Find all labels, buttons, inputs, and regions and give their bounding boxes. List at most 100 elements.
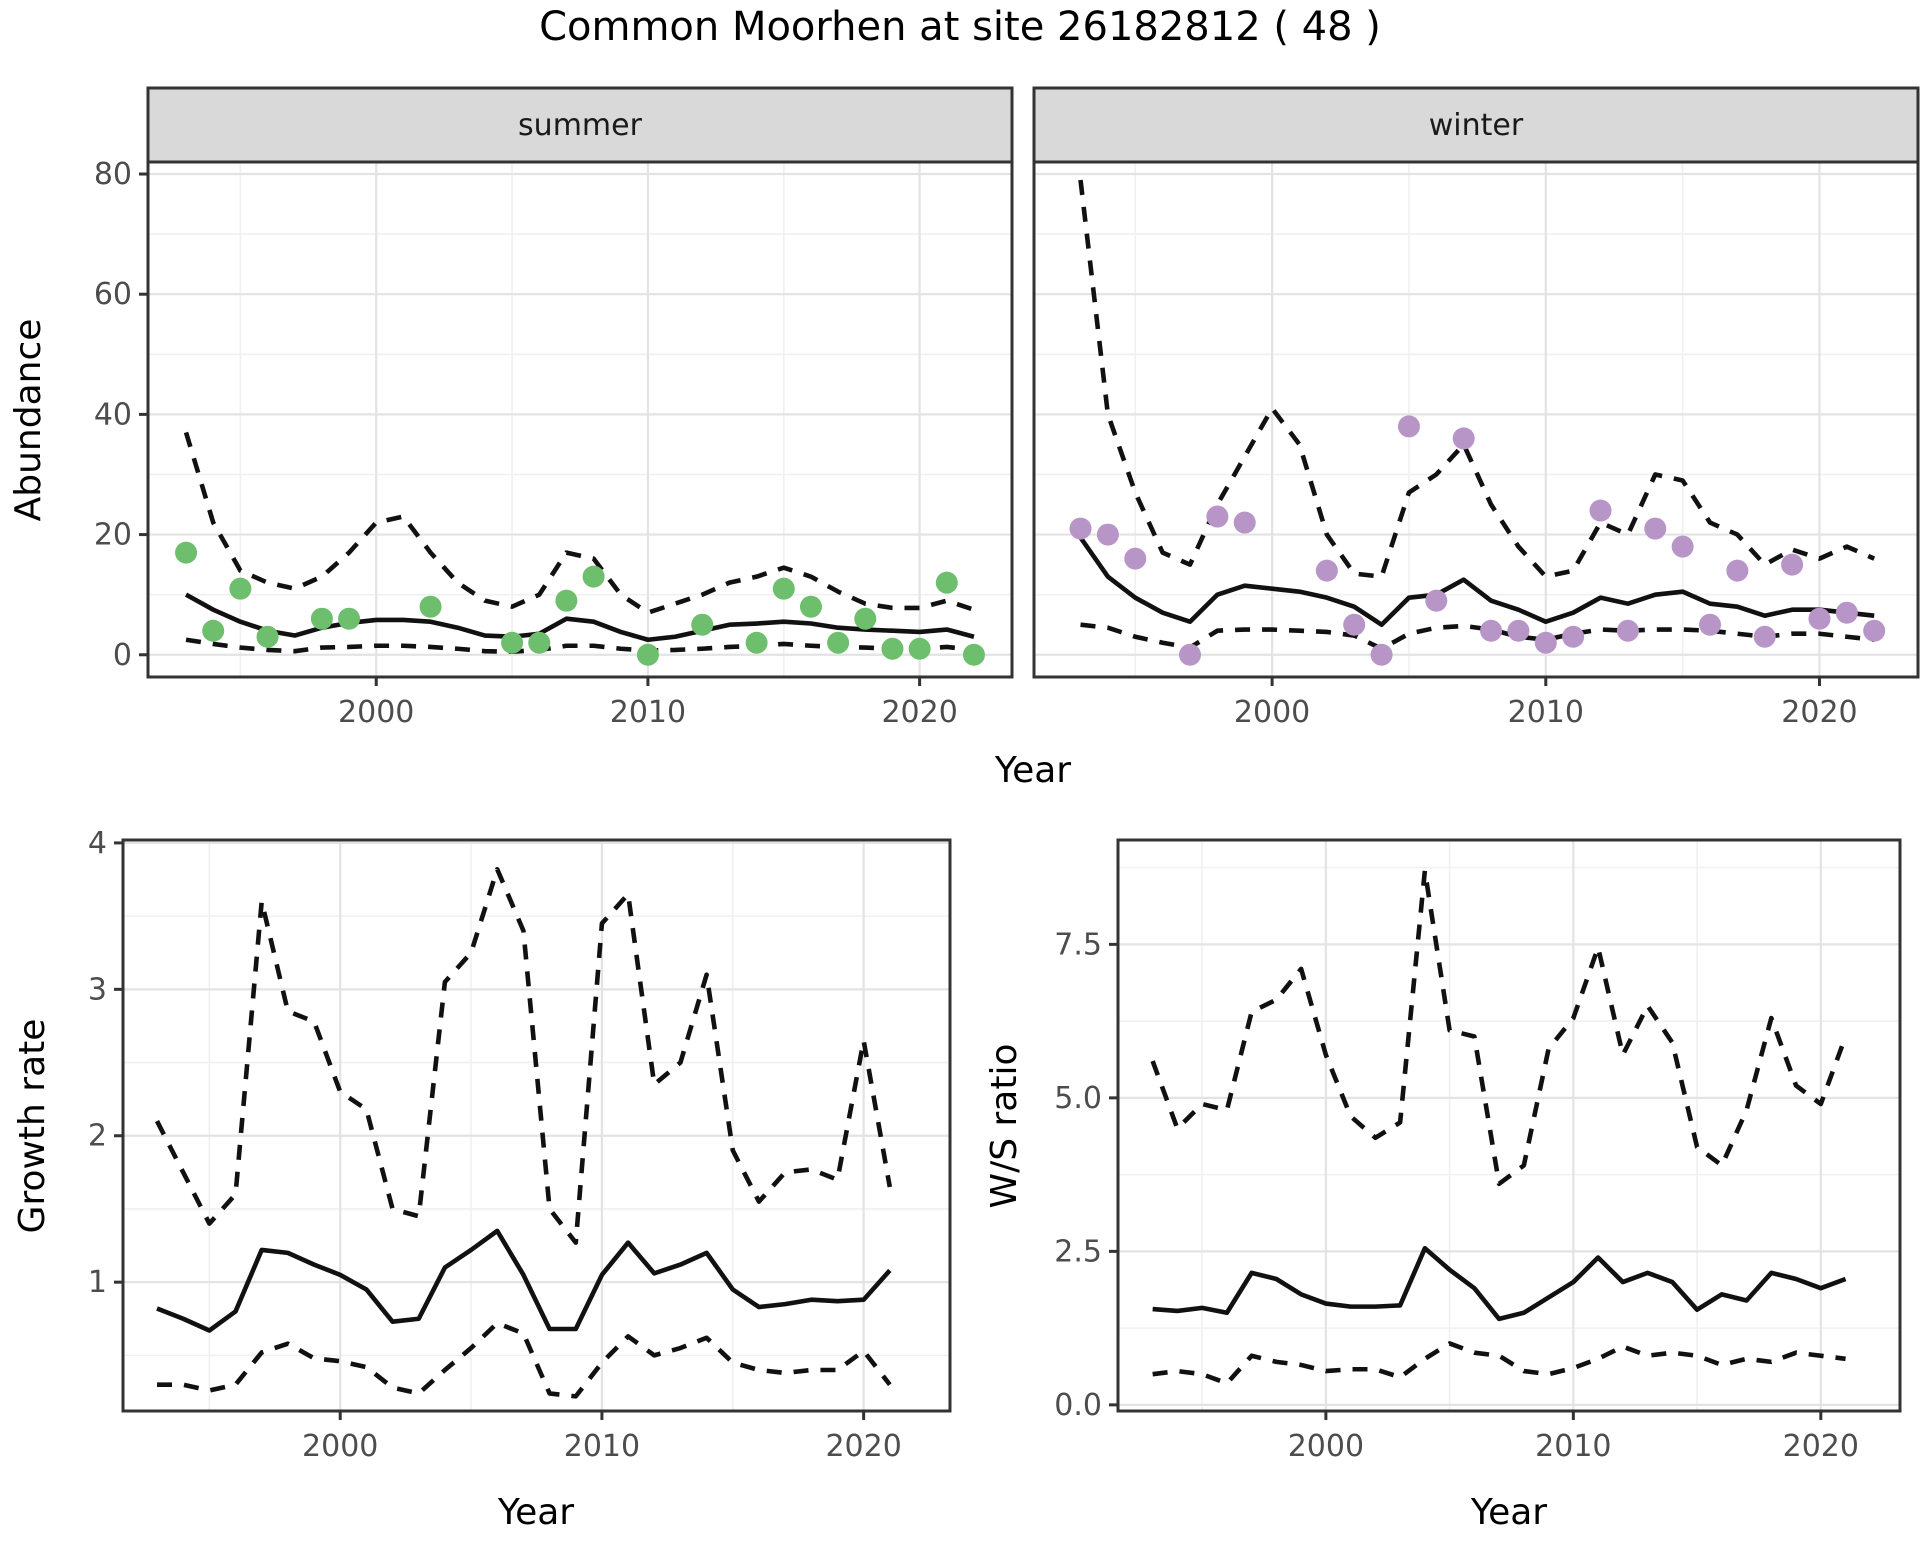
data-point-abundance_winter (1835, 601, 1858, 624)
data-point-abundance_winter (1096, 523, 1119, 546)
data-point-abundance_summer (881, 637, 904, 660)
data-point-abundance_winter (1507, 619, 1530, 642)
series-upper_ci-abundance_summer (183, 431, 975, 616)
data-point-abundance_winter (1315, 559, 1338, 582)
x-tick-label: 2010 (610, 695, 686, 730)
data-point-abundance_winter (1562, 625, 1585, 648)
series-median-growth_rate (156, 1228, 892, 1333)
facet-strip-winter (1032, 86, 1920, 164)
x-tick-label: 2020 (825, 1429, 901, 1464)
y-tick-label: 40 (94, 397, 132, 432)
data-point-abundance_winter (1753, 625, 1776, 648)
series-median-abundance_summer (184, 592, 975, 643)
panel-border-ws_ratio (1116, 838, 1902, 1413)
data-point-abundance_winter (1370, 643, 1393, 666)
x-axis-title: Year (1470, 1492, 1547, 1533)
series-median-ws_ratio (1152, 1245, 1847, 1322)
data-point-abundance_winter (1781, 553, 1804, 576)
data-point-abundance_winter (1233, 511, 1256, 534)
x-tick-label: 2020 (1781, 695, 1857, 730)
x-tick-label: 2020 (1783, 1429, 1859, 1464)
facet-strip-label: winter (1429, 108, 1524, 143)
y-tick-label: 1 (88, 1265, 107, 1300)
data-point-abundance_summer (175, 541, 198, 564)
data-point-abundance_summer (256, 625, 279, 648)
data-point-abundance_winter (1425, 589, 1448, 612)
data-point-abundance_winter (1699, 613, 1721, 636)
data-point-abundance_summer (419, 595, 442, 618)
data-point-abundance_summer (636, 643, 659, 666)
data-point-abundance_summer (854, 607, 877, 630)
data-point-abundance_summer (827, 631, 850, 654)
data-point-abundance_winter (1726, 559, 1749, 582)
data-point-abundance_winter (1069, 517, 1092, 540)
facet-strip-label: summer (518, 108, 643, 143)
data-point-abundance_summer (799, 595, 822, 618)
data-point-abundance_summer (202, 619, 225, 642)
data-point-abundance_winter (1616, 619, 1639, 642)
panel-background-abundance_summer (148, 162, 1012, 677)
panel-background-growth_rate (123, 840, 950, 1411)
y-axis-title: W/S ratio (984, 1043, 1025, 1208)
data-point-abundance_summer (229, 577, 252, 600)
panel-border-growth_rate (121, 838, 952, 1413)
y-axis-title: Growth rate (12, 1019, 53, 1234)
panel-background-abundance_winter (1034, 162, 1918, 677)
data-point-abundance_winter (1452, 427, 1475, 450)
y-tick-label: 5.0 (1054, 1081, 1102, 1116)
data-point-abundance_summer (338, 607, 361, 630)
series-upper_ci-growth_rate (154, 866, 893, 1245)
y-tick-label: 4 (88, 826, 107, 861)
x-tick-label: 2010 (564, 1429, 640, 1464)
x-tick-label: 2000 (1288, 1429, 1364, 1464)
x-axis-title-top-row: Year (994, 750, 1071, 791)
data-point-abundance_winter (1589, 499, 1612, 522)
data-point-abundance_summer (962, 643, 985, 666)
x-tick-label: 2000 (1234, 695, 1310, 730)
x-tick-label: 2000 (302, 1429, 378, 1464)
data-point-abundance_winter (1480, 619, 1503, 642)
y-tick-label: 0 (113, 638, 132, 673)
data-point-abundance_winter (1206, 505, 1229, 528)
series-lower_ci-growth_rate (157, 1320, 892, 1399)
data-point-abundance_summer (935, 571, 958, 594)
data-point-abundance_summer (908, 637, 931, 660)
data-point-abundance_summer (772, 577, 795, 600)
x-tick-label: 2000 (338, 695, 414, 730)
series-lower_ci-abundance_winter (1080, 622, 1875, 652)
data-point-abundance_summer (691, 613, 714, 636)
data-point-abundance_winter (1644, 517, 1667, 540)
y-tick-label: 3 (88, 972, 107, 1007)
data-point-abundance_summer (555, 589, 578, 612)
y-tick-label: 80 (94, 157, 132, 192)
y-tick-label: 2 (88, 1119, 107, 1154)
data-point-abundance_summer (745, 631, 768, 654)
data-point-abundance_winter (1863, 619, 1886, 642)
series-upper_ci-ws_ratio (1150, 868, 1848, 1187)
data-point-abundance_winter (1179, 643, 1201, 666)
data-point-abundance_summer (310, 607, 333, 630)
data-point-abundance_winter (1534, 631, 1557, 654)
panel-background-ws_ratio (1118, 840, 1900, 1411)
y-tick-label: 20 (94, 518, 132, 553)
series-median-abundance_winter (1078, 536, 1875, 628)
data-point-abundance_summer (501, 631, 524, 654)
data-point-abundance_winter (1124, 547, 1147, 570)
y-tick-label: 7.5 (1054, 927, 1102, 962)
y-axis-title: Abundance (8, 319, 49, 522)
y-tick-label: 60 (94, 277, 132, 312)
data-point-abundance_winter (1808, 607, 1831, 630)
data-point-abundance_summer (528, 631, 551, 654)
x-tick-label: 2020 (881, 695, 957, 730)
data-point-abundance_summer (582, 565, 605, 588)
x-tick-label: 2010 (1508, 695, 1584, 730)
data-point-abundance_winter (1671, 535, 1694, 558)
x-tick-label: 2010 (1535, 1429, 1611, 1464)
data-point-abundance_winter (1343, 613, 1366, 636)
chart-title: Common Moorhen at site 26182812 ( 48 ) (539, 4, 1381, 50)
x-axis-title: Year (497, 1492, 574, 1533)
facet-strip-summer (146, 86, 1014, 164)
y-tick-label: 2.5 (1054, 1234, 1102, 1269)
